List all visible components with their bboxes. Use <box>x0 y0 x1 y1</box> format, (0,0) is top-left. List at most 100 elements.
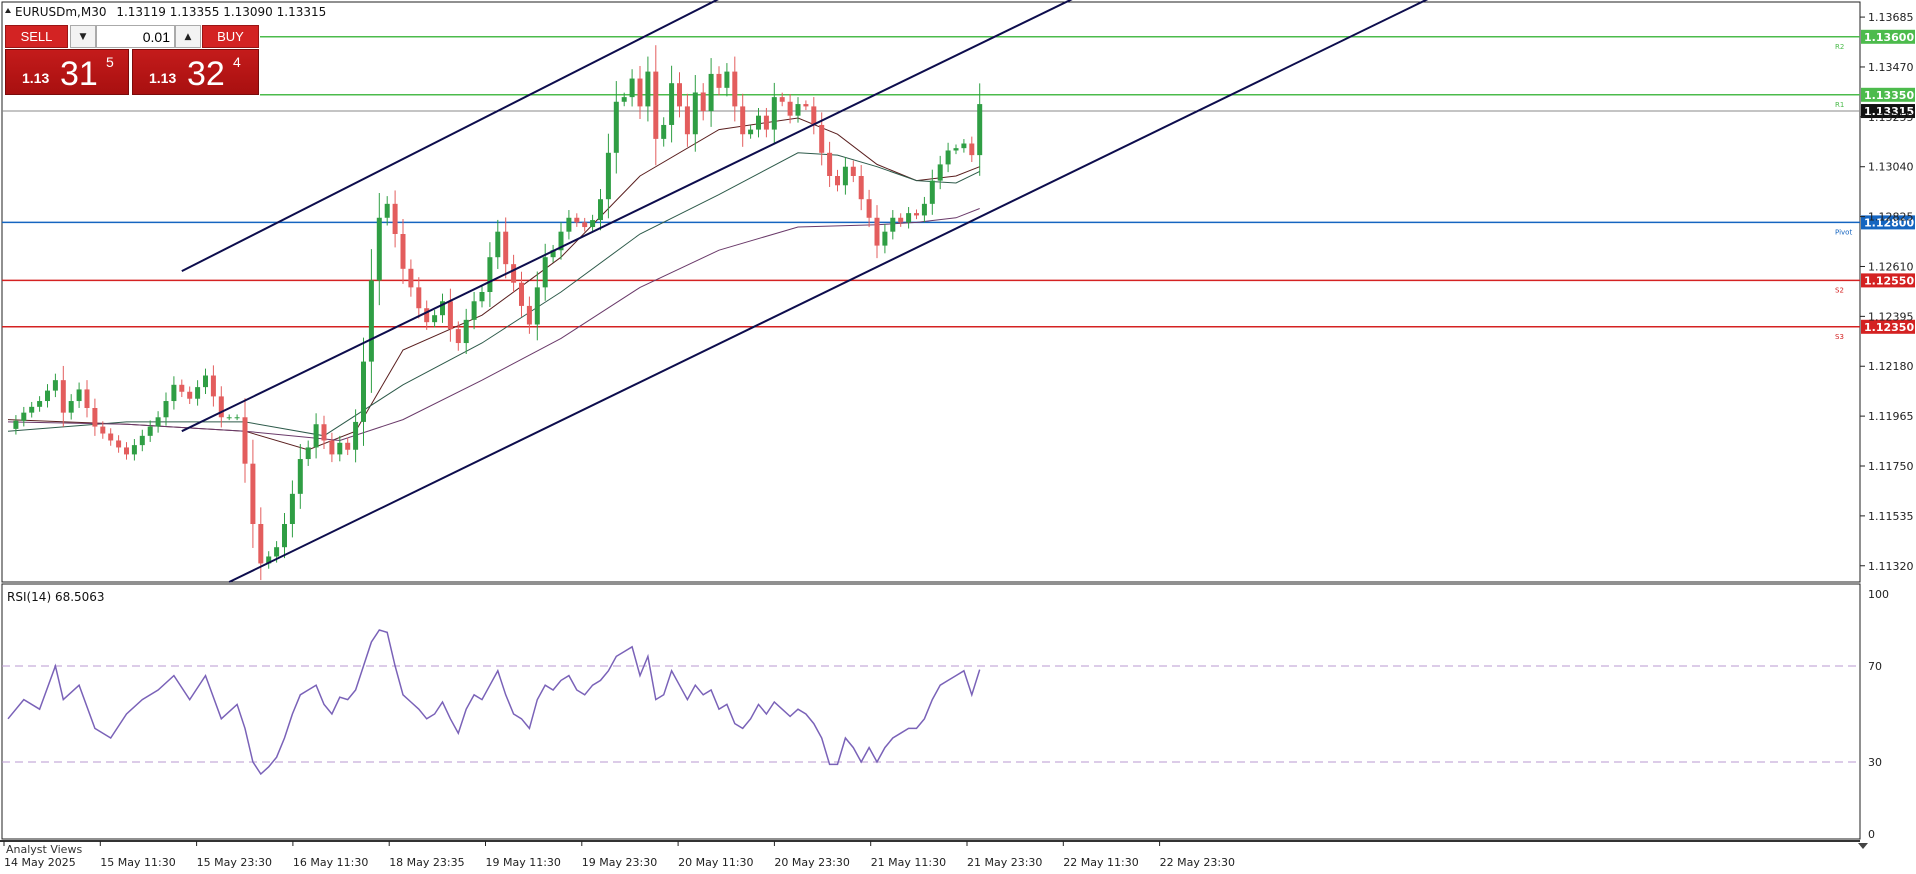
candle-body <box>605 152 611 200</box>
time-tick-label: 18 May 23:35 <box>389 856 464 869</box>
candle-body <box>408 268 414 288</box>
candle-body <box>763 115 769 130</box>
candle-body <box>455 329 461 344</box>
candle-body <box>598 199 603 221</box>
time-tick-label: 19 May 11:30 <box>486 856 561 869</box>
candle-body <box>526 305 532 325</box>
candle-body <box>953 148 959 151</box>
candle-body <box>969 143 975 156</box>
candle-body <box>100 426 106 434</box>
price-tick-label: 1.11965 <box>1868 410 1914 423</box>
candle-body <box>882 231 888 246</box>
candle-body <box>574 217 580 223</box>
candle-body <box>305 447 311 460</box>
price-tick-label: 1.12610 <box>1868 260 1914 273</box>
channel-line <box>228 0 1429 583</box>
volume-increase-icon[interactable]: ▲ <box>175 25 201 48</box>
moving-average-fast <box>7 117 980 451</box>
collapse-arrow-icon[interactable] <box>5 8 11 13</box>
buy-price-box[interactable]: 1.13 32 4 <box>132 49 259 95</box>
time-tick-label: 20 May 23:30 <box>774 856 849 869</box>
candle-body <box>424 308 430 323</box>
rsi-tick-label: 30 <box>1868 756 1882 769</box>
candle-body <box>906 213 912 223</box>
ohlc-values: 1.13119 1.13355 1.13090 1.13315 <box>116 5 327 19</box>
candle-body <box>708 73 714 112</box>
candle-body <box>748 129 754 135</box>
candle-body <box>376 217 382 281</box>
level-tag: S2 <box>1835 286 1844 294</box>
rsi-line <box>7 629 981 776</box>
candle-body <box>645 71 651 107</box>
candle-body <box>392 203 398 234</box>
candle-body <box>163 401 169 418</box>
candle-body <box>787 101 793 116</box>
candle-body <box>621 97 627 102</box>
level-price-tag <box>1861 29 1915 44</box>
analyst-views-tab[interactable]: Analyst Views <box>6 843 83 856</box>
candle-body <box>226 417 232 419</box>
channel-line <box>181 0 1073 433</box>
scroll-down-icon[interactable] <box>1858 843 1868 849</box>
candle-body <box>771 97 777 130</box>
volume-input[interactable] <box>96 25 175 48</box>
candle-body <box>37 401 43 407</box>
candle-body <box>266 556 272 564</box>
symbol-label: EURUSDm,M30 <box>15 5 107 19</box>
candle-body <box>661 124 667 139</box>
candle-body <box>677 83 682 107</box>
level-tag: S3 <box>1835 333 1844 341</box>
candle-body <box>13 420 19 429</box>
sell-button[interactable]: SELL <box>5 25 68 48</box>
price-axis: 1.13685 1.13470 1.13255 1.13040 1.12825 1.126… <box>1860 11 1914 573</box>
candle-body <box>487 257 493 292</box>
candle-body <box>692 92 698 135</box>
candle-body <box>116 440 122 448</box>
candle-body <box>400 234 406 269</box>
level-price-tag <box>1861 87 1915 102</box>
candle-body <box>131 445 137 455</box>
rsi-tick-label: 70 <box>1868 660 1882 673</box>
candle-body <box>345 442 351 450</box>
channel-line <box>181 0 719 273</box>
buy-button[interactable]: BUY <box>202 25 259 48</box>
candle-body <box>835 176 840 186</box>
candle-body <box>92 408 98 427</box>
moving-averages <box>7 117 980 451</box>
candle-body <box>45 390 50 402</box>
candle-body <box>447 301 453 330</box>
sell-price-box[interactable]: 1.13 31 5 <box>5 49 129 95</box>
time-tick-label: 21 May 23:30 <box>967 856 1042 869</box>
time-tick-label: 15 May 23:30 <box>197 856 272 869</box>
volume-decrease-icon[interactable]: ▼ <box>70 25 96 48</box>
time-axis: 14 May 2025 15 May 11:30 15 May 23:30 16 Ma… <box>3 841 1235 869</box>
candle-body <box>76 389 82 402</box>
candle-body <box>716 73 722 88</box>
candle-body <box>171 384 177 402</box>
price-tick-label: 1.13470 <box>1868 61 1914 74</box>
candle-body <box>368 280 374 362</box>
level-tag: Pivot <box>1835 228 1852 236</box>
candle-body <box>653 71 659 139</box>
candle-body <box>582 222 588 228</box>
candle-body <box>384 203 390 218</box>
candle-body <box>361 361 366 422</box>
candles <box>13 45 983 581</box>
time-tick-label: 20 May 11:30 <box>678 856 753 869</box>
candle-body <box>827 152 833 176</box>
price-tick-label: 1.13685 <box>1868 11 1914 24</box>
candle-body <box>700 92 706 112</box>
candle-body <box>756 115 761 130</box>
candle-body <box>613 101 619 153</box>
trend-channel[interactable] <box>181 0 1470 583</box>
level-tag: R2 <box>1835 43 1844 51</box>
candle-body <box>329 440 335 455</box>
candle-body <box>740 106 746 135</box>
candle-body <box>874 217 880 246</box>
candle-body <box>297 459 303 494</box>
candle-body <box>890 217 896 232</box>
candle-body <box>511 264 517 283</box>
rsi-tick-label: 0 <box>1868 828 1875 841</box>
level-price-label: 1.12550 <box>1864 274 1914 287</box>
